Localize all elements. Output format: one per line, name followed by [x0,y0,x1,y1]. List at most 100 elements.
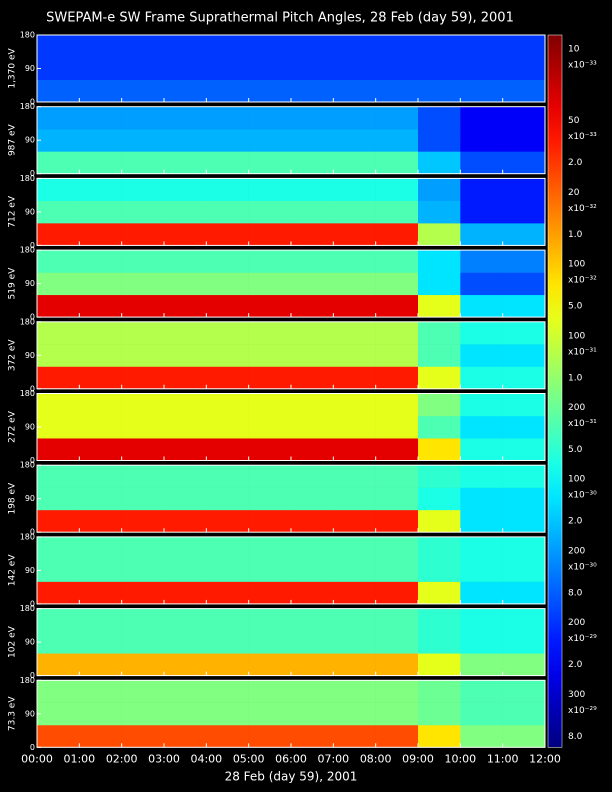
heatmap-cell [79,366,122,390]
heatmap-cell [375,366,419,390]
x-tick-label: 02:00 [106,752,138,765]
heatmap-cell [460,630,503,654]
heatmap-cell [248,344,292,367]
heatmap-cell [121,438,165,461]
heatmap-cell [333,178,376,202]
heatmap-cell [164,178,207,202]
heatmap-cell [164,79,207,103]
heatmap-cell [333,581,376,605]
colorbar-min-label: 2.0 [568,660,583,670]
heatmap-cell [418,294,461,318]
y-tick-label: 0 [30,743,35,752]
heatmap-cell [79,200,122,224]
heatmap-cell [164,559,207,582]
heatmap-cell [291,630,334,654]
heatmap-cell [79,465,122,488]
colorbar-max-label: 300 [568,690,585,700]
heatmap-cell [206,321,249,345]
heatmap-cell [502,344,546,367]
heatmap-cell [291,79,334,103]
heatmap-cell [79,438,122,461]
heatmap-cell [333,151,376,174]
heatmap-cell [502,250,546,273]
heatmap-cell [460,653,503,676]
heatmap-cell [375,680,419,703]
heatmap-cell [206,151,249,174]
heatmap-cell [502,272,546,296]
heatmap-cell [375,178,419,202]
heatmap-cell [206,250,249,273]
heatmap-cell [164,415,207,439]
heatmap-cell [248,630,292,654]
heatmap-cell [375,79,419,103]
heatmap-cell [206,129,249,152]
heatmap-cell [121,366,165,390]
y-tick-label: 180 [20,174,35,183]
y-tick-label: 0 [30,528,35,537]
heatmap-cell [502,200,546,224]
heatmap-cell [79,250,122,273]
heatmap-cell [460,559,503,582]
heatmap-cell [121,178,165,202]
heatmap-cell [333,366,376,390]
y-axis-label: 272 eV [8,410,18,443]
heatmap-cell [291,465,334,488]
heatmap-cell [418,536,461,560]
heatmap-cell [79,129,122,152]
heatmap-cell [248,536,292,560]
heatmap-cell [502,581,546,605]
heatmap-cell [121,630,165,654]
colorbar-max-label: 20 [568,188,580,198]
heatmap-cell [333,35,376,58]
heatmap-cell [460,509,503,533]
heatmap-cell [418,509,461,533]
x-tick-label: 01:00 [63,752,95,765]
heatmap-cell [37,581,80,605]
y-axis-label: 1,370 eV [8,48,18,89]
colorbar-min-label: 5.0 [568,445,583,455]
heatmap-cell [375,393,419,417]
heatmap-cell [460,581,503,605]
heatmap-cell [164,366,207,390]
y-tick-label: 90 [25,494,35,503]
heatmap-cell [164,106,207,130]
heatmap-cell [418,608,461,632]
heatmap-cell [375,465,419,488]
heatmap-cell [164,294,207,318]
heatmap-cell [291,178,334,202]
heatmap-cell [121,536,165,560]
heatmap-cell [164,680,207,703]
heatmap-cell [291,321,334,345]
heatmap-cell [291,680,334,703]
heatmap-cell [121,393,165,417]
heatmap-cell [291,702,334,726]
heatmap-cell [248,178,292,202]
heatmap-cell [206,344,249,367]
x-tick-label: 05:00 [233,752,265,765]
heatmap-cell [460,35,503,58]
heatmap-cell [121,223,165,246]
y-tick-label: 90 [25,279,35,288]
heatmap-cell [121,487,165,511]
heatmap-cell [460,393,503,417]
heatmap-cell [502,608,546,632]
heatmap-cell [333,559,376,582]
heatmap-cell [79,415,122,439]
heatmap-cell [37,106,80,130]
heatmap-cell [206,608,249,632]
heatmap-cell [460,680,503,703]
x-tick-label: 08:00 [360,752,392,765]
heatmap-cell [502,536,546,560]
heatmap-cell [37,630,80,654]
heatmap-cell [291,581,334,605]
y-tick-label: 90 [25,638,35,647]
y-tick-label: 90 [25,566,35,575]
heatmap-cell [121,200,165,224]
heatmap-cell [37,438,80,461]
heatmap-cell [375,653,419,676]
heatmap-cell [37,250,80,273]
heatmap-cell [375,294,419,318]
heatmap-cell [206,724,249,748]
heatmap-cell [502,415,546,439]
heatmap-cell [291,151,334,174]
